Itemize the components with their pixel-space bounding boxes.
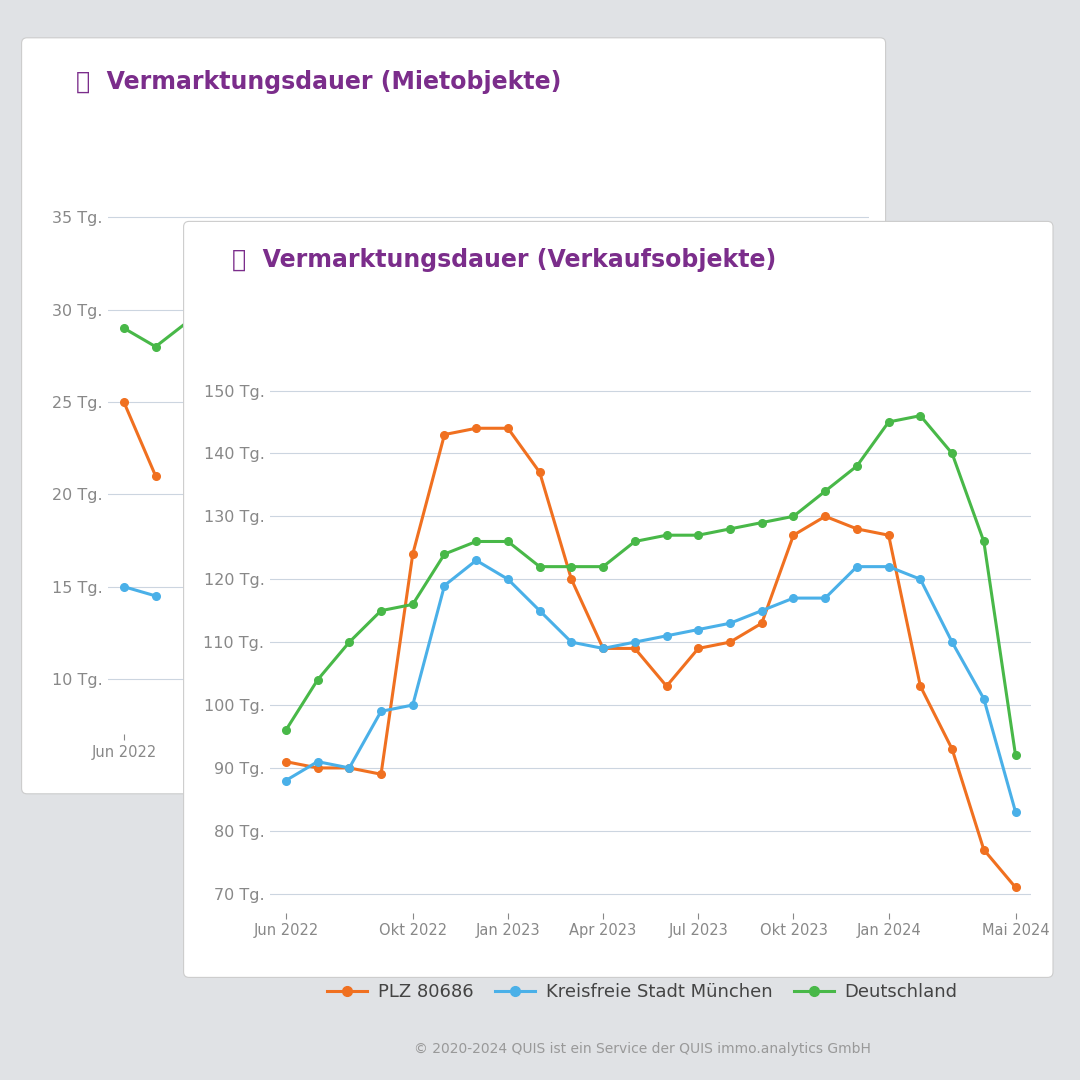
Text: 🔔  Vermarktungsdauer (Mietobjekte): 🔔 Vermarktungsdauer (Mietobjekte)	[76, 70, 561, 94]
Legend: PLZ 80686, Kreisfreie Stadt München, Deutschland: PLZ 80686, Kreisfreie Stadt München, Deu…	[321, 976, 964, 1009]
Text: © 2020-2024 QUIS ist ein Service der QUIS immo.analytics GmbH: © 2020-2024 QUIS ist ein Service der QUI…	[414, 1042, 872, 1056]
Text: 🔔  Vermarktungsdauer (Verkaufsobjekte): 🔔 Vermarktungsdauer (Verkaufsobjekte)	[232, 248, 777, 272]
